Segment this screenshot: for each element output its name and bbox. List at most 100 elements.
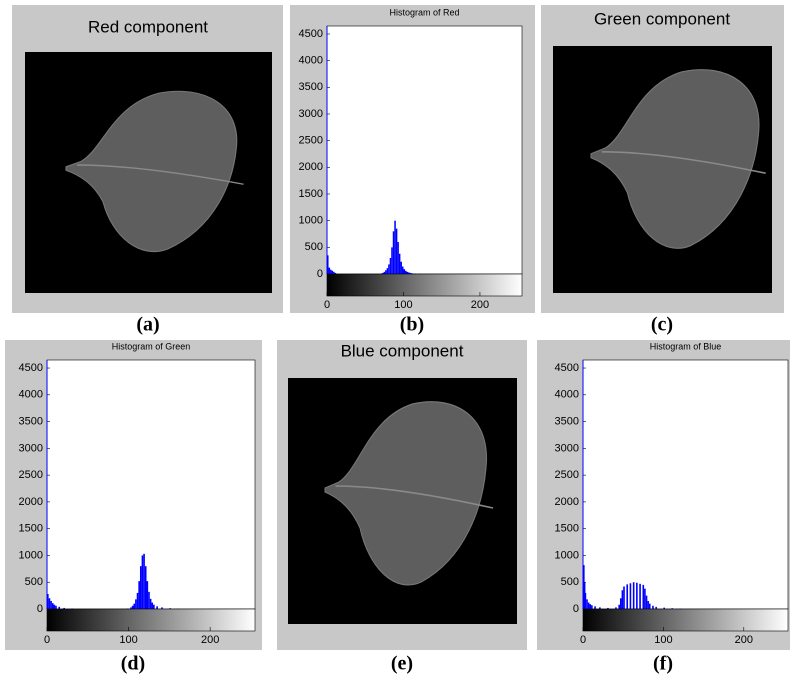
y-tick-label: 1500 xyxy=(19,523,43,535)
x-tick-label: 0 xyxy=(44,634,50,646)
y-tick-label: 1500 xyxy=(299,188,323,200)
y-tick-label: 2000 xyxy=(299,161,323,173)
image-title: Blue component xyxy=(341,341,464,360)
bar xyxy=(329,268,331,274)
bar xyxy=(391,247,393,274)
plot-area xyxy=(327,26,522,274)
bar xyxy=(156,606,158,609)
y-tick-label: 1000 xyxy=(555,549,579,561)
caption: (b) xyxy=(400,314,424,336)
bar xyxy=(636,583,638,609)
bar xyxy=(52,603,54,609)
chart-title: Histogram of Blue xyxy=(650,341,722,351)
colorbar xyxy=(47,609,255,631)
y-tick-label: 1000 xyxy=(299,215,323,227)
y-tick-label: 4500 xyxy=(19,362,43,374)
bar xyxy=(332,271,334,274)
bar xyxy=(54,605,56,609)
bar xyxy=(649,604,651,609)
bar xyxy=(50,601,52,609)
y-tick-label: 2500 xyxy=(19,469,43,481)
bar xyxy=(622,590,624,609)
x-tick-label: 0 xyxy=(324,299,330,311)
image-title: Green component xyxy=(594,9,730,28)
y-tick-label: 3000 xyxy=(555,442,579,454)
bar xyxy=(393,231,395,274)
x-tick-label: 200 xyxy=(471,299,489,311)
bar xyxy=(145,566,147,609)
y-tick-label: 500 xyxy=(25,576,43,588)
plot-area xyxy=(583,360,788,609)
y-tick-label: 3500 xyxy=(19,415,43,427)
y-tick-label: 4000 xyxy=(299,55,323,67)
bar xyxy=(138,581,140,609)
bar xyxy=(630,583,632,609)
bar xyxy=(387,268,389,274)
y-tick-label: 0 xyxy=(573,603,579,615)
bar xyxy=(396,229,398,274)
bar xyxy=(147,581,149,609)
y-tick-label: 4000 xyxy=(555,389,579,401)
bar xyxy=(644,589,646,609)
y-tick-label: 4500 xyxy=(299,28,323,40)
bar xyxy=(652,606,654,609)
bar xyxy=(407,272,409,274)
bar xyxy=(330,270,332,274)
x-tick-label: 100 xyxy=(654,634,672,646)
bar xyxy=(647,601,649,609)
bar xyxy=(403,269,405,274)
bar xyxy=(333,272,335,274)
bar xyxy=(394,221,396,274)
y-tick-label: 2500 xyxy=(555,469,579,481)
bar xyxy=(150,599,152,609)
y-tick-label: 4000 xyxy=(19,389,43,401)
bar xyxy=(591,605,593,609)
bar xyxy=(151,603,153,609)
bar xyxy=(633,582,635,609)
caption: (a) xyxy=(136,314,159,336)
bar xyxy=(655,607,657,609)
chart-title: Histogram of Green xyxy=(112,341,191,351)
bar xyxy=(142,555,144,609)
bar xyxy=(390,258,392,274)
caption: (f) xyxy=(653,653,673,675)
bar xyxy=(620,598,622,609)
bar xyxy=(385,270,387,274)
bar xyxy=(646,596,648,609)
bar xyxy=(402,267,404,274)
image-title: Red component xyxy=(88,17,208,36)
bar xyxy=(626,584,628,609)
bar xyxy=(586,599,588,609)
plot-area xyxy=(47,360,255,609)
bar xyxy=(405,271,407,274)
colorbar xyxy=(327,274,522,296)
x-tick-label: 100 xyxy=(394,299,412,311)
colorbar xyxy=(583,609,788,631)
x-tick-label: 200 xyxy=(735,634,753,646)
caption: (c) xyxy=(651,314,673,336)
bar xyxy=(388,264,390,274)
x-tick-label: 200 xyxy=(201,634,219,646)
y-tick-label: 500 xyxy=(305,241,323,253)
y-tick-label: 4500 xyxy=(555,362,579,374)
bar xyxy=(400,262,402,274)
y-tick-label: 3000 xyxy=(299,108,323,120)
bar xyxy=(384,272,386,274)
bar xyxy=(137,593,139,609)
y-tick-label: 3500 xyxy=(299,81,323,93)
bar xyxy=(594,606,596,609)
bar xyxy=(140,566,142,609)
bar xyxy=(623,587,625,609)
y-tick-label: 1000 xyxy=(19,549,43,561)
caption: (e) xyxy=(391,653,413,675)
bar xyxy=(589,604,591,609)
bar xyxy=(132,606,134,609)
y-tick-label: 2000 xyxy=(555,496,579,508)
y-tick-label: 1500 xyxy=(555,523,579,535)
bar xyxy=(153,605,155,609)
bar xyxy=(58,607,60,609)
x-tick-label: 100 xyxy=(119,634,137,646)
bar xyxy=(55,606,57,609)
bar xyxy=(642,585,644,609)
